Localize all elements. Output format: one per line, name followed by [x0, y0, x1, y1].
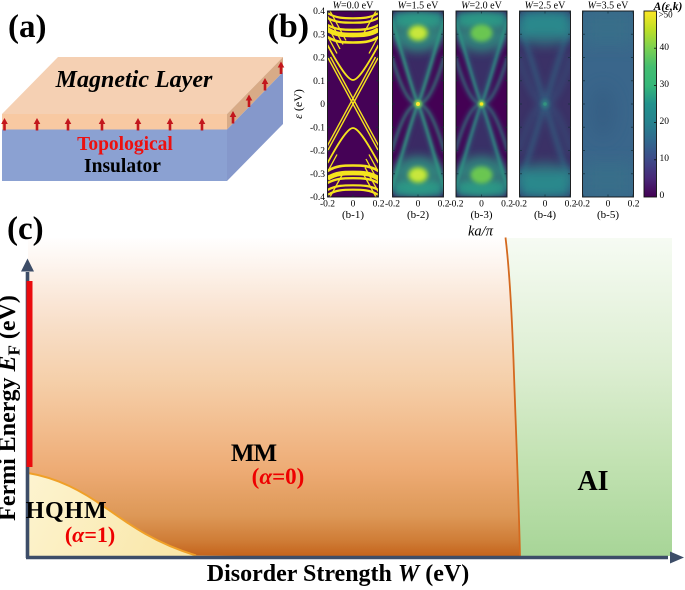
svg-text:0.2: 0.2	[313, 54, 325, 64]
svg-text:-0.2: -0.2	[320, 200, 335, 210]
svg-text:-0.2: -0.2	[310, 147, 325, 157]
svg-text:0.2: 0.2	[501, 200, 513, 210]
svg-text:-0.2: -0.2	[448, 200, 463, 210]
svg-text:Disorder Strength W (eV): Disorder Strength W (eV)	[207, 561, 469, 587]
svg-text:0: 0	[320, 100, 325, 110]
svg-text:W=2.0 eV: W=2.0 eV	[461, 1, 502, 12]
svg-text:ε (eV): ε (eV)	[291, 89, 305, 119]
svg-text:HQHM: HQHM	[26, 498, 108, 524]
svg-text:40: 40	[660, 43, 670, 53]
svg-text:-0.1: -0.1	[310, 123, 325, 133]
svg-text:Magnetic Layer: Magnetic Layer	[55, 67, 213, 93]
svg-text:20: 20	[660, 117, 670, 127]
svg-text:MM: MM	[231, 440, 277, 467]
svg-text:>50: >50	[659, 10, 674, 20]
svg-text:A(ε,k): A(ε,k)	[653, 1, 683, 13]
svg-text:0.2: 0.2	[565, 200, 577, 210]
svg-text:(α=1): (α=1)	[65, 522, 115, 547]
svg-text:0.2: 0.2	[373, 200, 385, 210]
svg-text:Insulator: Insulator	[84, 156, 161, 177]
svg-text:W=1.5 eV: W=1.5 eV	[398, 1, 439, 12]
svg-text:-0.2: -0.2	[575, 200, 590, 210]
svg-text:(b-2): (b-2)	[407, 209, 429, 221]
svg-text:0: 0	[416, 200, 421, 210]
svg-text:(b-5): (b-5)	[597, 209, 619, 221]
svg-text:ka/π: ka/π	[468, 224, 494, 240]
svg-text:0: 0	[351, 200, 356, 210]
svg-text:Topological: Topological	[77, 134, 173, 155]
svg-text:0.1: 0.1	[313, 77, 325, 87]
svg-text:(b-3): (b-3)	[471, 209, 493, 221]
svg-text:(b-4): (b-4)	[534, 209, 556, 221]
svg-text:0: 0	[479, 200, 484, 210]
svg-text:0: 0	[660, 191, 665, 201]
svg-text:-0.2: -0.2	[512, 200, 527, 210]
svg-text:0.2: 0.2	[628, 200, 640, 210]
svg-text:0.3: 0.3	[313, 30, 325, 40]
svg-text:-0.3: -0.3	[310, 170, 325, 180]
svg-text:W=0.0 eV: W=0.0 eV	[333, 1, 374, 12]
svg-text:(α=0): (α=0)	[252, 464, 305, 489]
svg-text:(b): (b)	[268, 8, 310, 45]
svg-text:-0.4: -0.4	[310, 193, 325, 203]
svg-text:30: 30	[660, 80, 670, 90]
svg-text:W=3.5 eV: W=3.5 eV	[588, 1, 629, 12]
svg-text:0.2: 0.2	[438, 200, 450, 210]
svg-text:0: 0	[543, 200, 548, 210]
svg-text:0: 0	[606, 200, 611, 210]
svg-text:(c): (c)	[7, 211, 44, 247]
svg-text:0.4: 0.4	[313, 7, 325, 17]
svg-text:(b-1): (b-1)	[342, 209, 364, 221]
svg-text:W=2.5 eV: W=2.5 eV	[525, 1, 566, 12]
svg-text:Fermi Energy EF (eV): Fermi Energy EF (eV)	[0, 295, 24, 521]
svg-text:AI: AI	[577, 466, 608, 497]
svg-text:(a): (a)	[8, 9, 46, 45]
svg-text:-0.2: -0.2	[385, 200, 400, 210]
svg-text:10: 10	[660, 154, 670, 164]
